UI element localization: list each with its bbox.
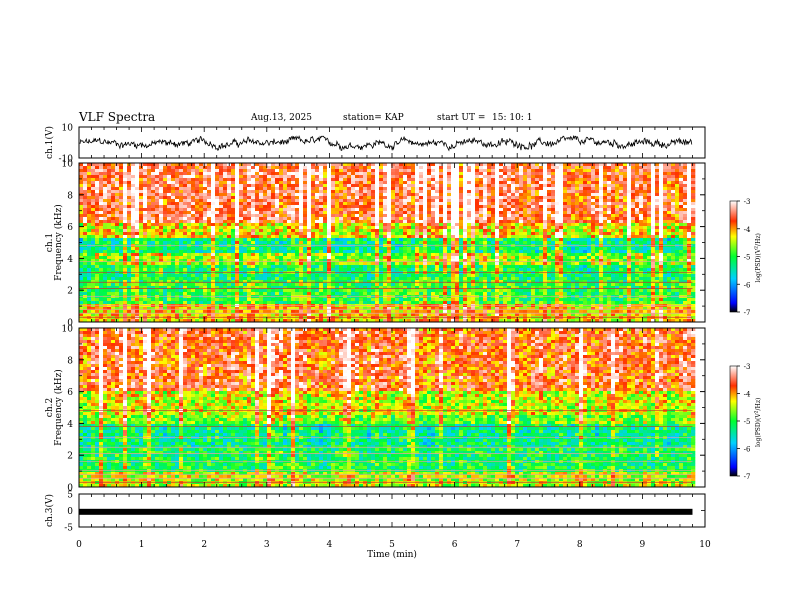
date-label: Aug.13, 2025: [251, 113, 312, 123]
xtick-label: 3: [264, 540, 270, 550]
ch1-waveform-ylabel: ch.1(V): [44, 126, 55, 159]
ch1-ytick-label: 4: [67, 255, 73, 265]
ch3-waveform-trace: [79, 508, 693, 515]
ch1-colorbar-tick-label: -5: [744, 254, 751, 262]
ch2-ytick-label: 10: [62, 325, 74, 335]
ch1-ytick-label: 10: [62, 160, 74, 170]
ch1-ytick-label: 8: [67, 191, 73, 201]
ch2-ytick-label: 6: [67, 388, 73, 398]
ch2-ytick-label: 0: [67, 484, 73, 494]
ch1-ylabel-frequency: Frequency (kHz): [53, 204, 64, 281]
ch2-colorbar: [729, 365, 738, 477]
ch1-spectral-lines: [79, 245, 693, 318]
ch1-ytick-label: 2: [67, 287, 73, 297]
x-axis-label: Time (min): [367, 549, 417, 560]
start-ut-value: 15: 10: 1: [492, 113, 533, 123]
ch1-colorbar-tick-label: -7: [744, 309, 751, 317]
ch3-waveform-ytick-label: 0: [67, 507, 73, 517]
ch3-waveform-ylabel: ch.3(V): [44, 494, 55, 527]
ch2-ytick-label: 2: [67, 452, 73, 462]
xtick-label: 4: [327, 540, 333, 550]
ch1-ytick-label: 0: [67, 319, 73, 329]
xtick-label: 10: [699, 540, 711, 550]
ch1-waveform-ytick-label: -10: [59, 155, 74, 165]
ch2-ytick-label: 4: [67, 420, 73, 430]
ch2-colorbar-tick-label: -5: [744, 418, 751, 426]
xtick-label: 1: [139, 540, 145, 550]
xtick-label: 9: [640, 540, 646, 550]
ch2-ylabel-channel: ch.2: [45, 398, 55, 417]
ch3-waveform-ytick-label: -5: [64, 524, 73, 534]
ch2-colorbar-tick-label: -7: [744, 473, 751, 481]
ch1-spectrogram-cells: [79, 163, 696, 323]
ch2-spectrogram-cells: [79, 328, 696, 488]
ch2-ylabel-frequency: Frequency (kHz): [53, 369, 64, 446]
ch1-colorbar-tick-label: -3: [744, 198, 751, 206]
xtick-label: 2: [201, 540, 207, 550]
ch1-waveform-ytick-label: 10: [62, 124, 74, 134]
ch2-colorbar-tick-label: -6: [744, 446, 751, 454]
ch2-spectral-lines: [79, 410, 693, 483]
ch2-colorbar-tick-label: -3: [744, 363, 751, 371]
station-label: station= KAP: [343, 113, 404, 123]
ch1-colorbar: [729, 200, 738, 313]
xtick-label: 7: [514, 540, 520, 550]
ch1-ylabel-channel: ch.1: [45, 233, 55, 252]
ch2-colorbar-label: log(PSD)(V2/Hz): [754, 398, 763, 447]
chart-title: VLF Spectra: [79, 110, 156, 124]
ch1-colorbar-tick-label: -6: [744, 281, 751, 289]
xtick-label: 6: [452, 540, 458, 550]
start-ut-label: start UT =: [437, 113, 486, 123]
xtick-label: 8: [577, 540, 583, 550]
ch1-ytick-label: 6: [67, 223, 73, 233]
xtick-label: 0: [76, 540, 82, 550]
ch2-ytick-label: 8: [67, 356, 73, 366]
ch1-waveform-trace: [79, 134, 693, 152]
ch3-waveform-ytick-label: 5: [67, 491, 73, 501]
ch1-colorbar-label: log(PSD)(V2/Hz): [754, 233, 763, 282]
ch2-colorbar-tick-label: -4: [744, 391, 751, 399]
xtick-label: 5: [389, 540, 395, 550]
ch1-colorbar-tick-label: -4: [744, 226, 751, 234]
